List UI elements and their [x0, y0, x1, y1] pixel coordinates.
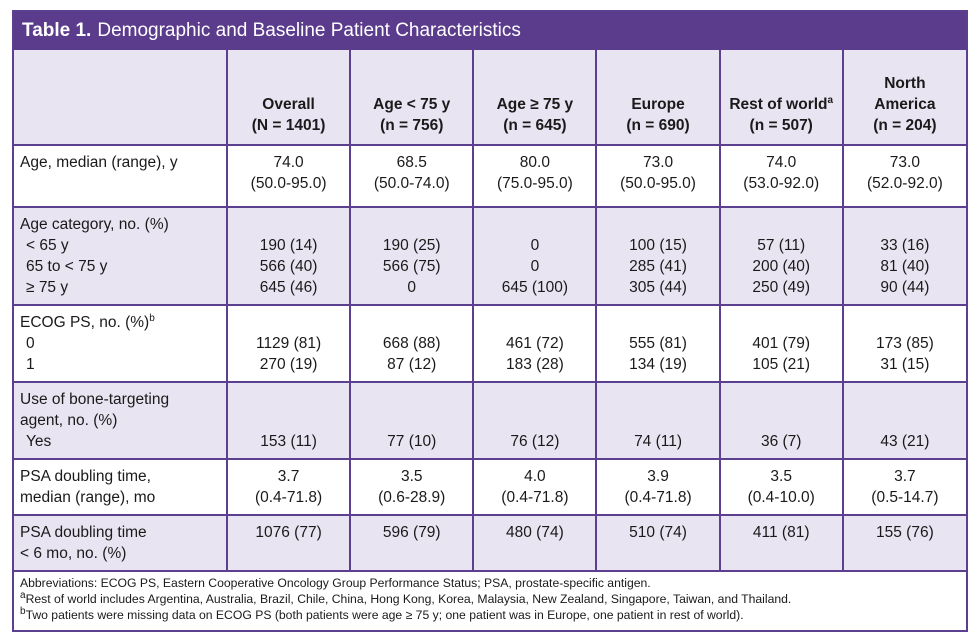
header-blank	[14, 50, 227, 146]
table-cell: 73.0 (52.0-92.0)	[841, 145, 966, 208]
row-psa-doubling-under-6mo: PSA doubling time < 6 mo, no. (%) 1076 (…	[14, 515, 966, 572]
row-bone-targeting: Use of bone-targeting agent, no. (%) Yes…	[14, 382, 966, 460]
table-cell: 68.5 (50.0-74.0)	[349, 145, 474, 208]
table-cell: 668 (88) 87 (12)	[349, 305, 474, 383]
table-cell: 190 (14) 566 (40) 645 (46)	[225, 207, 351, 306]
row-age-median: Age, median (range), y 74.0 (50.0-95.0) 6…	[14, 145, 966, 208]
table-cell: 155 (76)	[841, 515, 966, 572]
table-cell: 3.7 (0.5-14.7)	[841, 459, 966, 516]
table-cell: 190 (25) 566 (75) 0	[349, 207, 474, 306]
row-label: Use of bone-targeting agent, no. (%) Yes	[14, 382, 227, 460]
row-age-category: Age category, no. (%) < 65 y 65 to < 75 …	[14, 207, 966, 306]
table-cell: 173 (85) 31 (15)	[841, 305, 966, 383]
row-label: ECOG PS, no. (%)b 0 1	[14, 305, 227, 383]
table-cell: 80.0 (75.0-95.0)	[472, 145, 597, 208]
table-cell: 57 (11) 200 (40) 250 (49)	[718, 207, 843, 306]
characteristics-table: Overall (N = 1401) Age < 75 y (n = 756) Ag…	[14, 50, 966, 572]
row-ecog: ECOG PS, no. (%)b 0 1 1129 (81) 270 (19) …	[14, 305, 966, 383]
table-cell: 3.9 (0.4-71.8)	[595, 459, 720, 516]
table-cell: 3.7 (0.4-71.8)	[225, 459, 351, 516]
table-cell: 401 (79) 105 (21)	[718, 305, 843, 383]
table-cell: 33 (16) 81 (40) 90 (44)	[841, 207, 966, 306]
header-rest-of-world: Rest of worlda (n = 507)	[718, 50, 843, 146]
footnote-b: bTwo patients were missing data on ECOG …	[20, 605, 744, 622]
table-cell: 3.5 (0.4-10.0)	[718, 459, 843, 516]
table-cell: 153 (11)	[225, 382, 351, 460]
table-cell: 74.0 (50.0-95.0)	[225, 145, 351, 208]
table-cell: 100 (15) 285 (41) 305 (44)	[595, 207, 720, 306]
table-caption: Demographic and Baseline Patient Charact…	[97, 20, 521, 41]
row-label: PSA doubling time, median (range), mo	[14, 459, 227, 516]
header-row: Overall (N = 1401) Age < 75 y (n = 756) Ag…	[14, 50, 966, 146]
table-cell: 76 (12)	[472, 382, 597, 460]
table-cell: 4.0 (0.4-71.8)	[472, 459, 597, 516]
table-cell: 461 (72) 183 (28)	[472, 305, 597, 383]
footnote-a: aRest of world includes Argentina, Austr…	[20, 589, 792, 606]
table-cell: 0 0 645 (100)	[472, 207, 597, 306]
table-cell: 73.0 (50.0-95.0)	[595, 145, 720, 208]
table-title: Table 1. Demographic and Baseline Patien…	[14, 12, 966, 50]
table-cell: 74.0 (53.0-92.0)	[718, 145, 843, 208]
table-number: Table 1.	[22, 20, 92, 41]
table-cell: 480 (74)	[472, 515, 597, 572]
table-cell: 43 (21)	[841, 382, 966, 460]
table-cell: 411 (81)	[718, 515, 843, 572]
table-cell: 555 (81) 134 (19)	[595, 305, 720, 383]
row-label: PSA doubling time < 6 mo, no. (%)	[14, 515, 227, 572]
row-label: Age category, no. (%) < 65 y 65 to < 75 …	[14, 207, 227, 306]
table-cell: 74 (11)	[595, 382, 720, 460]
table-cell: 3.5 (0.6-28.9)	[349, 459, 474, 516]
table-cell: 1076 (77)	[225, 515, 351, 572]
row-label: Age, median (range), y	[14, 145, 227, 208]
table-cell: 77 (10)	[349, 382, 474, 460]
table-cell: 1129 (81) 270 (19)	[225, 305, 351, 383]
header-age-under-75: Age < 75 y (n = 756)	[349, 50, 474, 146]
table-container: Table 1. Demographic and Baseline Patien…	[12, 10, 968, 632]
footnote-abbreviations: Abbreviations: ECOG PS, Eastern Cooperat…	[20, 576, 651, 590]
table-cell: 596 (79)	[349, 515, 474, 572]
header-age-75-plus: Age ≥ 75 y (n = 645)	[472, 50, 597, 146]
header-north-america: North America (n = 204)	[841, 50, 966, 146]
table-cell: 510 (74)	[595, 515, 720, 572]
row-psa-doubling-median: PSA doubling time, median (range), mo 3.…	[14, 459, 966, 516]
table-footnotes: Abbreviations: ECOG PS, Eastern Cooperat…	[14, 572, 966, 626]
header-europe: Europe (n = 690)	[595, 50, 720, 146]
header-overall: Overall (N = 1401)	[225, 50, 351, 146]
table-cell: 36 (7)	[718, 382, 843, 460]
